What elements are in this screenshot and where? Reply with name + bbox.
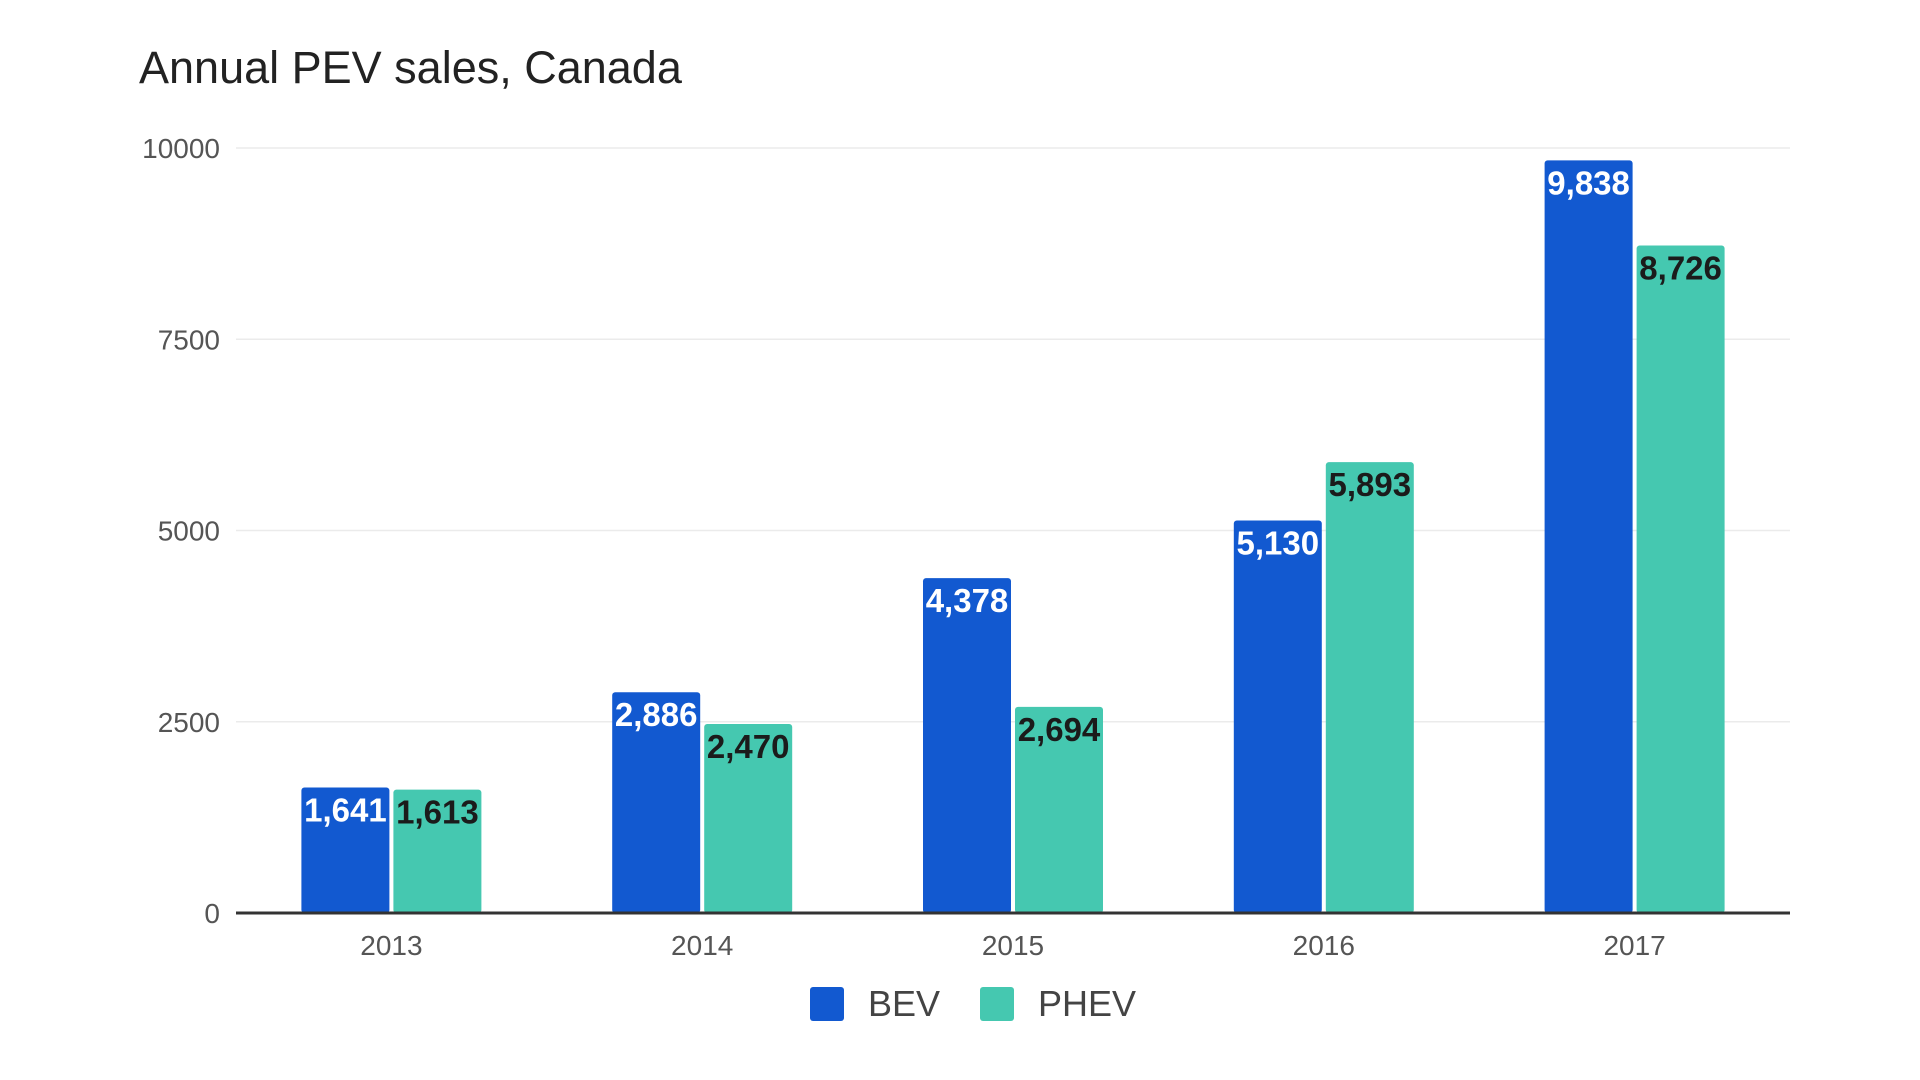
data-label: 5,893: [1329, 466, 1412, 503]
bar-phev: [1636, 245, 1725, 913]
legend-label: BEV: [868, 983, 940, 1024]
legend-swatch-bev: [810, 987, 844, 1021]
y-tick-label: 10000: [142, 133, 220, 164]
y-tick-label: 7500: [158, 324, 220, 355]
bar-bev: [923, 578, 1011, 913]
bar-phev: [1015, 706, 1103, 913]
data-label: 2,886: [615, 696, 698, 733]
legend-swatch-phev: [980, 987, 1014, 1021]
x-tick-label: 2015: [982, 930, 1044, 961]
x-tick-label: 2017: [1603, 930, 1665, 961]
data-label: 1,641: [304, 791, 387, 828]
bar-phev: [1325, 462, 1414, 913]
data-label: 2,470: [707, 728, 790, 765]
x-tick-label: 2014: [671, 930, 733, 961]
chart-title: Annual PEV sales, Canada: [139, 42, 682, 93]
bar-phev: [704, 724, 793, 913]
bar-bev: [1544, 160, 1633, 913]
bar-bev: [612, 692, 701, 913]
x-tick-label: 2016: [1293, 930, 1355, 961]
y-tick-label: 5000: [158, 516, 220, 547]
data-label: 4,378: [926, 582, 1009, 619]
data-label: 9,838: [1547, 164, 1630, 201]
data-label: 8,726: [1639, 249, 1722, 286]
legend-label: PHEV: [1038, 983, 1136, 1024]
data-label: 2,694: [1018, 711, 1101, 748]
y-tick-label: 0: [204, 898, 220, 929]
bar-bev: [1233, 520, 1322, 913]
bar-bev: [301, 787, 390, 913]
y-tick-label: 2500: [158, 707, 220, 738]
data-label: 1,613: [396, 794, 479, 831]
data-label: 5,130: [1237, 525, 1320, 562]
bar-phev: [393, 789, 482, 913]
x-tick-label: 2013: [360, 930, 422, 961]
